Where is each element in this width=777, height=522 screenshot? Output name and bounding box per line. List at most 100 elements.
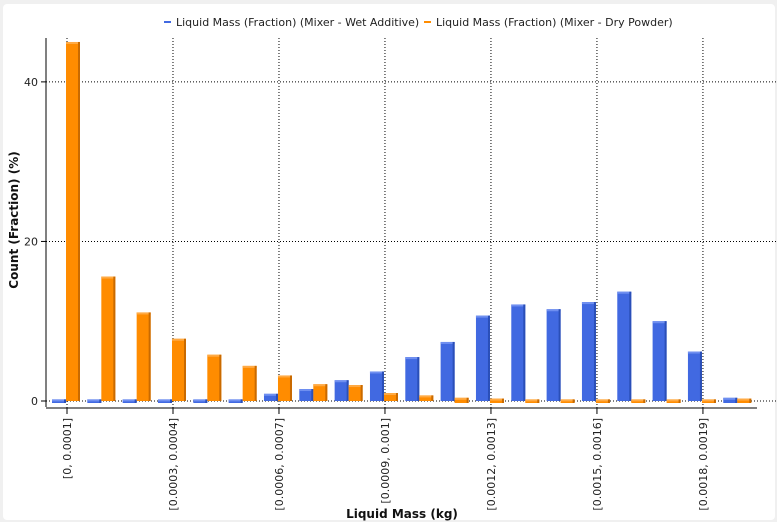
chart-panel [3, 4, 775, 520]
bar-wet-additive [511, 304, 526, 401]
bar-shade [431, 395, 434, 401]
bar-highlight [560, 399, 575, 402]
bar-highlight [631, 399, 646, 402]
bar-highlight [171, 338, 186, 341]
x-tick-label: [0.0006, 0.0007] [273, 418, 286, 511]
y-tick-label: 40 [24, 76, 38, 89]
bar-highlight [299, 389, 314, 392]
bar-shade [643, 399, 646, 403]
bar-shade [325, 384, 328, 401]
bar-wet-additive [723, 397, 738, 403]
bar-shade [678, 399, 681, 403]
bar-highlight [207, 354, 222, 357]
bar-highlight [652, 321, 667, 324]
bar-shade [254, 365, 257, 401]
bar-dry-powder [136, 312, 151, 401]
bar-highlight [87, 399, 102, 402]
y-tick-label: 20 [24, 235, 38, 248]
bar-shade [417, 357, 420, 401]
bar-wet-additive [299, 389, 314, 401]
bar-dry-powder [419, 395, 434, 401]
bar-highlight [595, 399, 610, 402]
bar-highlight [52, 399, 66, 402]
bar-shade [593, 302, 596, 401]
bar-shade [452, 341, 455, 401]
bar-highlight [475, 315, 490, 318]
bar-shade [275, 393, 278, 401]
bar-highlight [383, 393, 398, 396]
bar-shade [735, 397, 738, 403]
bar-wet-additive [440, 341, 455, 401]
bar-highlight [122, 399, 137, 402]
bar-highlight [581, 302, 596, 305]
bar-shade [183, 338, 186, 401]
bar-dry-powder [489, 398, 504, 403]
x-tick-label: [0.0015, 0.0016] [591, 418, 604, 511]
bar-highlight [617, 291, 632, 294]
bar-shade [629, 291, 632, 401]
bar-dry-powder [737, 398, 752, 403]
bar-highlight [157, 399, 172, 402]
bar-dry-powder [171, 338, 186, 401]
bar-highlight [405, 357, 420, 360]
bar-shade [501, 398, 504, 403]
bar-highlight [136, 312, 151, 315]
bar-highlight [440, 341, 455, 344]
bar-highlight [242, 365, 257, 368]
bar-wet-additive [263, 393, 278, 401]
bar-shade [64, 399, 66, 403]
x-axis-label: Liquid Mass (kg) [346, 507, 458, 521]
x-tick-label: [0.0003, 0.0004] [167, 418, 180, 511]
bar-shade [381, 371, 384, 401]
bar-shade [749, 398, 752, 403]
bar-shade [523, 304, 526, 401]
bar-highlight [687, 351, 702, 354]
bar-dry-powder [313, 384, 328, 401]
bar-dry-powder [207, 354, 222, 401]
bar-shade [395, 393, 398, 401]
bar-dry-powder [242, 365, 257, 401]
bar-shade [113, 276, 116, 401]
bar-highlight [666, 399, 681, 402]
y-axis-label: Count (Fraction) (%) [7, 151, 21, 288]
bar-dry-powder [101, 276, 116, 401]
bar-wet-additive [369, 371, 384, 401]
bar-highlight [348, 385, 363, 388]
bar-highlight [334, 380, 349, 383]
legend-label: Liquid Mass (Fraction) (Mixer - Dry Powd… [436, 16, 673, 29]
bar-highlight [489, 398, 504, 401]
bar-highlight [525, 399, 540, 402]
bar-highlight [454, 397, 469, 400]
bar-shade [360, 385, 363, 401]
bar-dry-powder [66, 41, 80, 401]
bar-highlight [701, 399, 716, 402]
bar-wet-additive [334, 380, 349, 401]
x-tick-label: [0, 0.0001] [61, 418, 74, 479]
bar-wet-additive [546, 309, 561, 401]
bar-shade [487, 315, 490, 401]
bar-highlight [277, 375, 292, 378]
bar-wet-additive [405, 357, 420, 401]
bar-wet-additive [581, 302, 596, 401]
bar-dry-powder [383, 393, 398, 401]
bar-highlight [419, 395, 434, 398]
legend-label: Liquid Mass (Fraction) (Mixer - Wet Addi… [176, 16, 419, 29]
bar-highlight [193, 399, 208, 402]
bar-highlight [369, 371, 384, 374]
legend: Liquid Mass (Fraction) (Mixer - Wet Addi… [164, 16, 673, 29]
bar-shade [664, 321, 667, 401]
bar-wet-additive [652, 321, 667, 401]
bar-shade [699, 351, 702, 401]
bar-shade [219, 354, 222, 401]
bar-shade [78, 41, 80, 401]
bar-shade [134, 399, 137, 403]
bar-highlight [737, 398, 752, 401]
bar-shade [537, 399, 540, 403]
bar-shade [311, 389, 314, 401]
bar-shade [713, 399, 716, 403]
y-tick-label: 0 [31, 395, 38, 408]
bar-highlight [511, 304, 526, 307]
bar-wet-additive [475, 315, 490, 401]
bar-wet-additive [687, 351, 702, 401]
